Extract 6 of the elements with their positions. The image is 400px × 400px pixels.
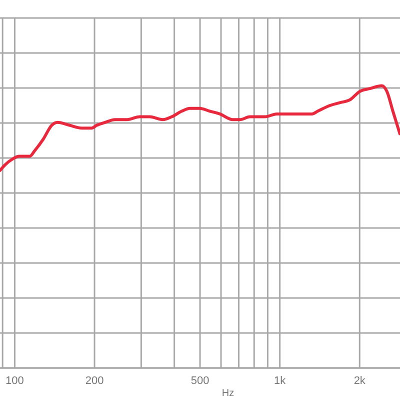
x-axis-title: Hz: [222, 388, 234, 399]
x-tick-label: 2k: [354, 374, 366, 387]
x-tick-label: 1k: [274, 374, 286, 387]
x-tick-label: 500: [190, 374, 210, 387]
x-tick-label: 100: [6, 374, 24, 387]
x-tick-label: 200: [85, 374, 104, 387]
